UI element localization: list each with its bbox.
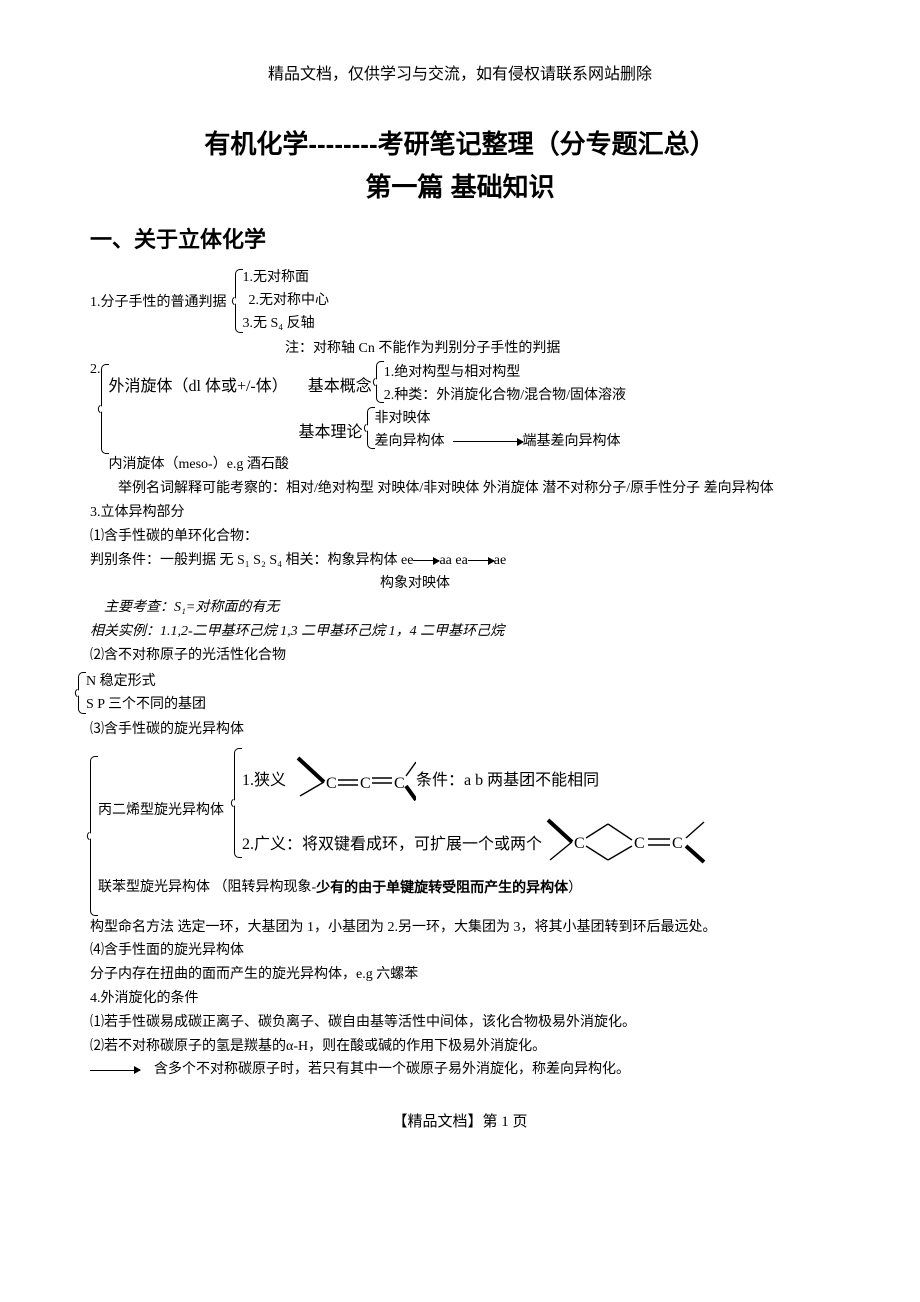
item-4-2: ⑵若不对称碳原子的氢是羰基的α-H，则在酸或碱的作用下极易外消旋化。 <box>90 1035 830 1059</box>
basic-theory-label: 基本理论 <box>299 418 363 442</box>
svg-text:C: C <box>360 775 371 792</box>
item-2-num: 2. <box>90 361 101 378</box>
narrow-label: 1.狭义 <box>242 766 286 790</box>
bt-2-target: 端基差向异构体 <box>523 430 621 453</box>
basic-concept-list: 1.绝对构型与相对构型 2.种类：外消旋化合物/混合物/固体溶液 <box>384 361 626 407</box>
item-3-1-cond-text: 判别条件：一般判据 无 S₁ S₂ S₄ 相关：构象异构体 ee <box>90 549 413 573</box>
header-note: 精品文档，仅供学习与交流，如有侵权请联系网站删除 <box>90 60 830 84</box>
basic-theory-list: 非对映体 差向异构体 端基差向异构体 <box>375 407 621 453</box>
item-2-block: 2. 外消旋体（dl 体或+/-体） 基本概念 1.绝对构型与相对构型 2.种类… <box>90 361 830 477</box>
biphenyl-label: 联苯型旋光异构体 （阻转异构现象- <box>98 876 316 900</box>
bt-2: 差向异构体 <box>375 430 445 453</box>
arrow-icon <box>413 560 439 561</box>
item-3-1-note2: 相关实例：1.1,2-二甲基环己烷 1,3 二甲基环己烷 1，4 二甲基环己烷 <box>90 620 830 644</box>
item-3-4-text: 分子内存在扭曲的面而产生的旋光异构体，e.g 六螺苯 <box>90 963 830 987</box>
bc-2: 2.种类：外消旋化合物/混合物/固体溶液 <box>384 384 626 407</box>
svg-text:C: C <box>326 775 337 792</box>
item-1-2: 2.无对称中心 <box>243 289 330 312</box>
item-3-1-cond: 判别条件：一般判据 无 S₁ S₂ S₄ 相关：构象异构体 ee aa ea a… <box>90 549 830 573</box>
allene-diagram: C C C <box>286 748 416 808</box>
item-3-4-label: ⑷含手性面的旋光异构体 <box>90 939 830 963</box>
svg-text:C: C <box>672 835 683 852</box>
item-1-1: 1.无对称面 <box>243 266 330 289</box>
item-3-2-sp: S P 三个不同的基团 <box>86 693 206 716</box>
svg-text:C: C <box>574 835 585 852</box>
item-3-1-mid: 构象对映体 <box>90 572 830 596</box>
broad-label: 2.广义：将双键看成环，可扩展一个或两个 <box>242 830 542 854</box>
item-4-heading: 4.外消旋化的条件 <box>90 987 830 1011</box>
item-3-1-label: ⑴含手性碳的单环化合物： <box>90 525 830 549</box>
item-1-3: 3.无 S₄ 反轴 <box>243 312 330 335</box>
title-main: 有机化学--------考研笔记整理（分专题汇总） <box>90 124 830 161</box>
narrow-cond: 条件：a b 两基团不能相同 <box>416 766 599 790</box>
biphenyl-bold: 少有的由于单键旋转受阻而产生的异构体） <box>316 876 582 901</box>
svg-text:C: C <box>634 835 645 852</box>
bt-1: 非对映体 <box>375 407 621 430</box>
allene-broad: 2.广义：将双键看成环，可扩展一个或两个 C C C <box>242 814 712 870</box>
item-3-2-label: ⑵含不对称原子的光活性化合物 <box>90 644 830 668</box>
item-1-list: 1.无对称面 2.无对称中心 3.无 S₄ 反轴 <box>243 266 330 335</box>
title-sub: 第一篇 基础知识 <box>90 167 830 204</box>
allene-label: 丙二烯型旋光异构体 <box>98 799 224 819</box>
item-2-meso: 内消旋体（meso-）e.g 酒石酸 <box>109 453 627 477</box>
item-2-row2: 基本理论 非对映体 差向异构体 端基差向异构体 <box>299 407 627 453</box>
item-3-2-n: N 稳定形式 <box>86 670 206 693</box>
arrow-icon <box>90 1070 140 1071</box>
item-3-1-t2: ae <box>494 549 506 573</box>
item-2-examples: 举例名词解释可能考察的：相对/绝对构型 对映体/非对映体 外消旋体 潜不对称分子… <box>90 477 830 501</box>
item-3-3-block: 丙二烯型旋光异构体 1.狭义 C C C <box>90 748 830 916</box>
arrow-icon <box>453 441 523 442</box>
item-3-heading: 3.立体异构部分 <box>90 501 830 525</box>
page-footer: 【精品文档】第 1 页 <box>90 1110 830 1131</box>
bc-1: 1.绝对构型与相对构型 <box>384 361 626 384</box>
item-2-row1: 外消旋体（dl 体或+/-体） 基本概念 1.绝对构型与相对构型 2.种类：外消… <box>109 361 627 407</box>
item-1-label: 1.分子手性的普通判据 <box>90 291 227 311</box>
item-3-1-t1: aa ea <box>439 549 467 573</box>
section-heading: 一、关于立体化学 <box>90 222 830 254</box>
allene-narrow: 1.狭义 C C C 条件：a b 两基团不能相同 <box>242 748 712 808</box>
item-3-3-label: ⑶含手性碳的旋光异构体 <box>90 718 830 742</box>
biphenyl-row: 联苯型旋光异构体 （阻转异构现象- 少有的由于单键旋转受阻而产生的异构体） <box>98 876 830 901</box>
item-4-arrow-row: 含多个不对称碳原子时，若只有其中一个碳原子易外消旋化，称差向异构化。 <box>90 1058 830 1082</box>
item-3-3-naming: 构型命名方法 选定一环，大基团为 1，小基团为 2.另一环，大集团为 3，将其小… <box>90 916 830 940</box>
arrow-icon <box>468 560 494 561</box>
item-2-dl: 外消旋体（dl 体或+/-体） <box>109 372 288 396</box>
item-4-arrow-text: 含多个不对称碳原子时，若只有其中一个碳原子易外消旋化，称差向异构化。 <box>154 1058 630 1082</box>
item-1-block: 1.分子手性的普通判据 1.无对称面 2.无对称中心 3.无 S₄ 反轴 <box>90 266 830 335</box>
item-3-1-note1: 主要考查：S₁=对称面的有无 <box>90 596 830 620</box>
item-4-1: ⑴若手性碳易成碳正离子、碳负离子、碳自由基等活性中间体，该化合物极易外消旋化。 <box>90 1011 830 1035</box>
item-1-note: 注：对称轴 Cn 不能作为判别分子手性的判据 <box>90 337 830 361</box>
svg-text:C: C <box>394 775 405 792</box>
cumulene-diagram: C C C <box>542 814 712 870</box>
basic-concept-label: 基本概念 <box>308 372 372 396</box>
item-3-2-block: N 稳定形式 S P 三个不同的基团 <box>78 670 830 716</box>
